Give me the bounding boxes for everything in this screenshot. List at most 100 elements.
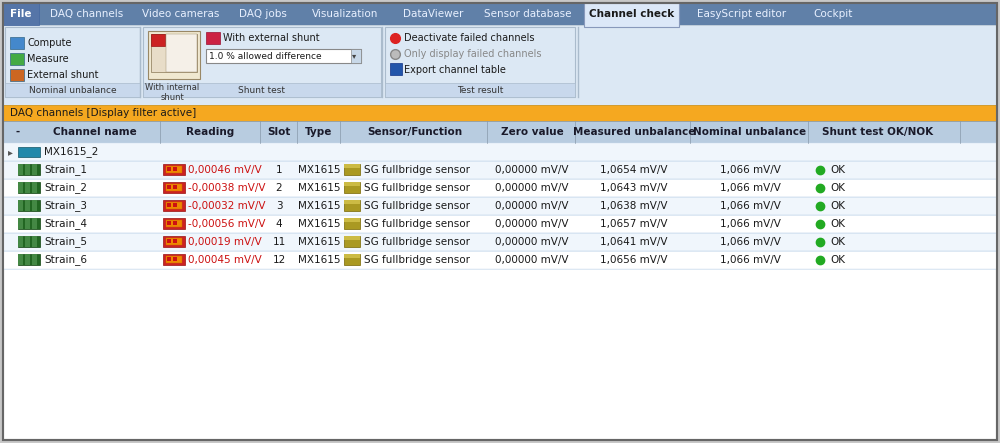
Bar <box>25 254 30 265</box>
Bar <box>3 25 997 105</box>
Bar <box>163 254 185 265</box>
Bar <box>18 218 40 229</box>
Bar <box>206 49 361 63</box>
Text: DAQ channels: DAQ channels <box>50 9 123 19</box>
Bar <box>25 236 30 247</box>
Bar <box>173 185 177 189</box>
Bar <box>167 203 171 207</box>
Text: Test result: Test result <box>457 85 503 94</box>
Text: SG fullbridge sensor: SG fullbridge sensor <box>364 255 470 265</box>
Text: Strain_6: Strain_6 <box>44 255 87 265</box>
Bar <box>32 164 37 175</box>
Text: External shunt: External shunt <box>27 70 98 80</box>
Text: 1,0643 mV/V: 1,0643 mV/V <box>600 183 668 193</box>
Bar <box>18 200 23 211</box>
Text: Reading: Reading <box>186 127 234 137</box>
Bar <box>166 238 182 245</box>
Text: 0,00019 mV/V: 0,00019 mV/V <box>188 237 262 247</box>
Bar <box>10 37 24 49</box>
Bar <box>167 257 171 261</box>
Bar <box>344 218 360 229</box>
Bar <box>351 49 361 63</box>
Bar <box>166 202 182 209</box>
Bar <box>167 239 171 243</box>
Bar <box>18 236 40 247</box>
Bar <box>584 3 679 27</box>
Text: Export channel table: Export channel table <box>404 65 506 75</box>
Text: Shunt test OK/NOK: Shunt test OK/NOK <box>822 127 934 137</box>
Bar <box>173 257 177 261</box>
Text: Sensor/Function: Sensor/Function <box>367 127 463 137</box>
Bar <box>18 236 23 247</box>
Bar <box>385 83 575 97</box>
Text: ▾: ▾ <box>352 51 356 61</box>
Bar <box>344 182 360 186</box>
Bar <box>5 27 140 97</box>
Bar <box>344 236 360 240</box>
Bar <box>18 254 23 265</box>
Text: Channel name: Channel name <box>53 127 137 137</box>
Bar <box>32 254 37 265</box>
Bar <box>3 251 997 269</box>
Bar <box>344 200 360 211</box>
Text: Deactivate failed channels: Deactivate failed channels <box>404 33 534 43</box>
Text: 1,066 mV/V: 1,066 mV/V <box>720 219 780 229</box>
Bar <box>18 147 40 157</box>
Text: Zero value: Zero value <box>501 127 563 137</box>
Text: 0,00000 mV/V: 0,00000 mV/V <box>495 255 569 265</box>
Bar <box>344 164 360 175</box>
Text: MX1615: MX1615 <box>298 255 340 265</box>
Bar <box>173 239 177 243</box>
Text: 1,066 mV/V: 1,066 mV/V <box>720 201 780 211</box>
Bar <box>163 236 185 247</box>
Text: 1,0657 mV/V: 1,0657 mV/V <box>600 219 668 229</box>
Bar <box>385 27 575 97</box>
Text: 3: 3 <box>276 201 282 211</box>
Text: ▸: ▸ <box>8 147 13 157</box>
Bar <box>10 53 24 65</box>
Bar <box>173 221 177 225</box>
Text: Nominal unbalance: Nominal unbalance <box>693 127 807 137</box>
Bar <box>390 63 402 75</box>
Bar <box>148 31 200 79</box>
Text: 12: 12 <box>272 255 286 265</box>
Text: 1,0638 mV/V: 1,0638 mV/V <box>600 201 668 211</box>
Bar <box>151 34 165 46</box>
Text: Measured unbalance: Measured unbalance <box>573 127 695 137</box>
Text: 0,00000 mV/V: 0,00000 mV/V <box>495 237 569 247</box>
Bar <box>3 161 997 179</box>
Text: 1,066 mV/V: 1,066 mV/V <box>720 237 780 247</box>
Text: OK: OK <box>830 219 845 229</box>
Bar <box>3 179 997 197</box>
Text: 1,0656 mV/V: 1,0656 mV/V <box>600 255 668 265</box>
Bar <box>18 218 23 229</box>
Text: Sensor database: Sensor database <box>484 9 571 19</box>
Text: MX1615: MX1615 <box>298 165 340 175</box>
Bar <box>344 236 360 247</box>
Bar <box>143 83 381 97</box>
Text: DataViewer: DataViewer <box>403 9 463 19</box>
Bar <box>163 218 185 229</box>
Bar <box>166 184 182 191</box>
Text: 0,00000 mV/V: 0,00000 mV/V <box>495 201 569 211</box>
Text: Cockpit: Cockpit <box>813 9 853 19</box>
Text: With external shunt: With external shunt <box>223 33 320 43</box>
Text: Channel check: Channel check <box>589 9 674 19</box>
Bar <box>166 220 182 227</box>
Text: -: - <box>15 127 19 137</box>
Text: MX1615_2: MX1615_2 <box>44 147 98 157</box>
Text: 2: 2 <box>276 183 282 193</box>
Text: OK: OK <box>830 237 845 247</box>
Text: Nominal unbalance: Nominal unbalance <box>29 85 116 94</box>
Bar <box>163 200 185 211</box>
Bar <box>18 254 40 265</box>
Text: 0,00046 mV/V: 0,00046 mV/V <box>188 165 262 175</box>
Text: Strain_5: Strain_5 <box>44 237 87 248</box>
Bar <box>10 69 24 81</box>
Text: Compute: Compute <box>27 38 72 48</box>
Bar <box>167 185 171 189</box>
Bar <box>25 200 30 211</box>
Text: Type: Type <box>305 127 333 137</box>
Text: Strain_4: Strain_4 <box>44 218 87 229</box>
Text: Visualization: Visualization <box>312 9 378 19</box>
